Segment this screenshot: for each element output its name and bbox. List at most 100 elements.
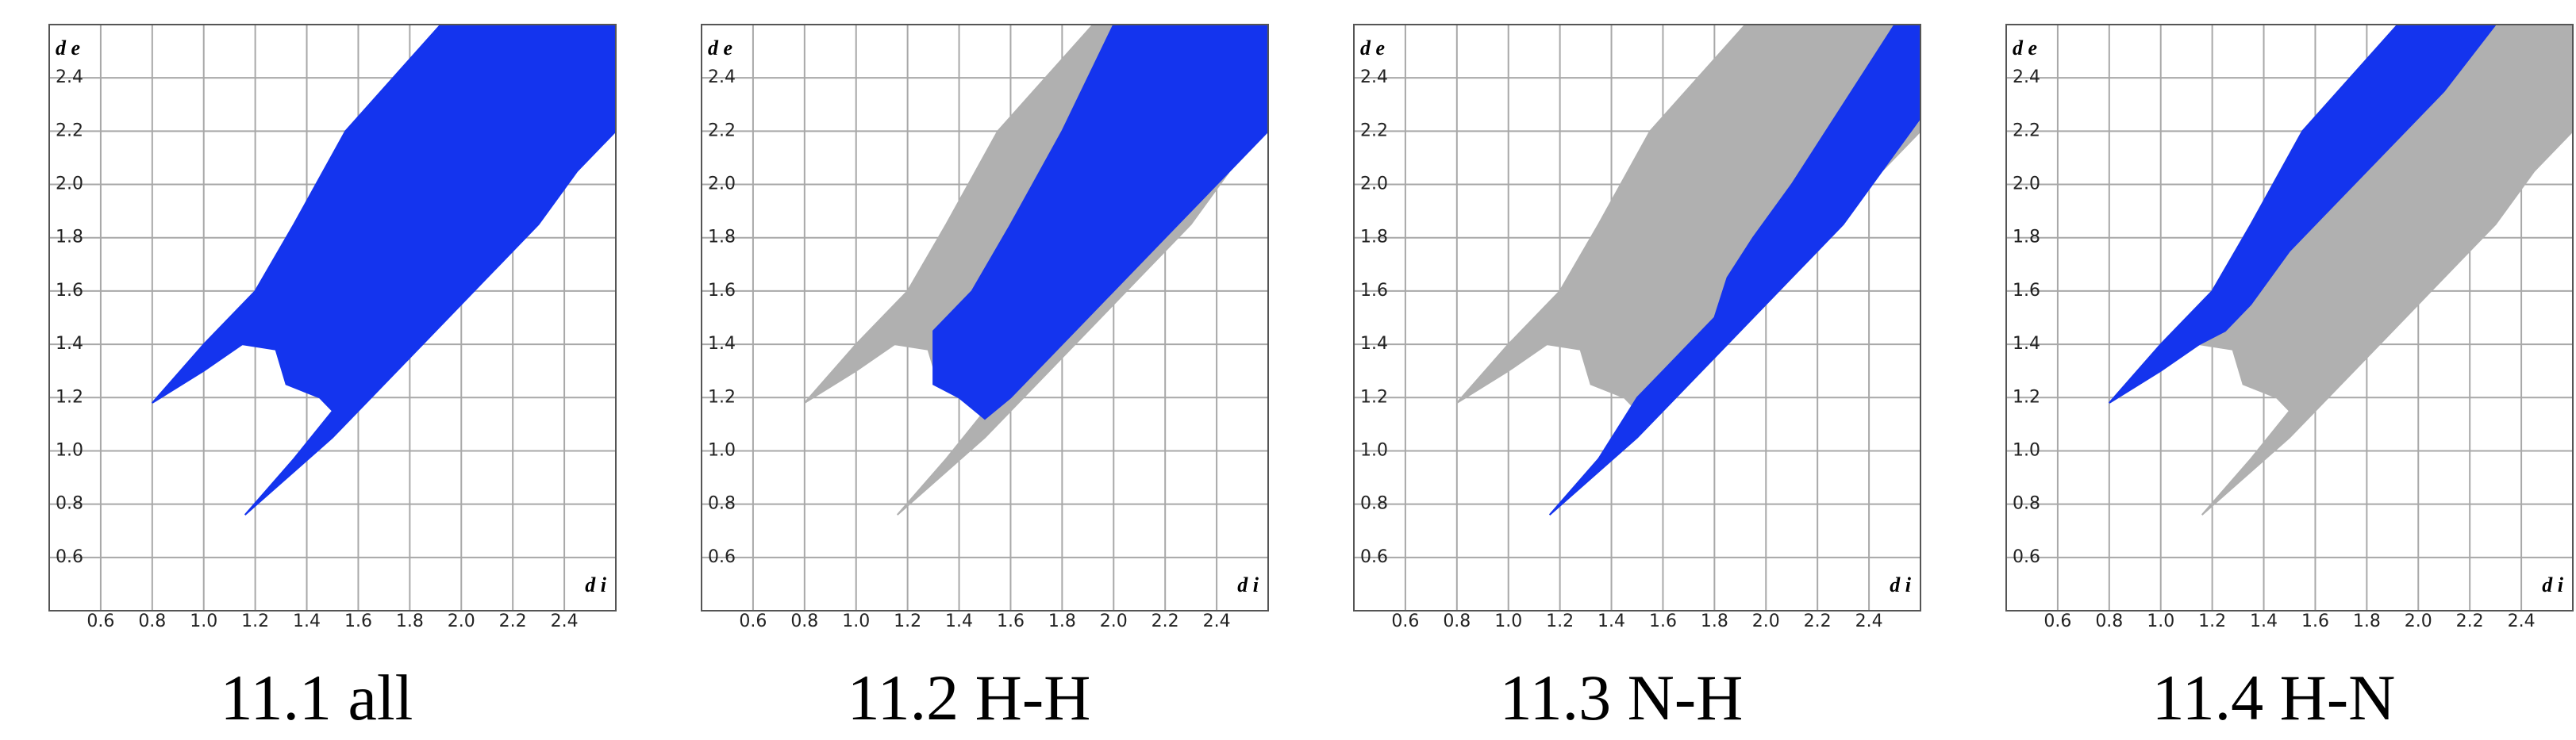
y-tick-label: 1.2	[1360, 387, 1388, 407]
y-axis-label: d e	[56, 36, 80, 59]
x-tick-label: 2.2	[499, 612, 527, 631]
y-tick-label: 1.8	[1360, 228, 1388, 247]
y-tick-label: 2.4	[2013, 67, 2040, 87]
x-tick-label: 1.0	[842, 612, 870, 631]
y-tick-label: 1.6	[1360, 281, 1388, 301]
y-tick-label: 1.4	[708, 334, 736, 354]
y-tick-label: 2.0	[1360, 174, 1388, 194]
x-tick-label: 0.6	[739, 612, 767, 631]
y-axis-label: d e	[1360, 36, 1385, 59]
y-tick-label: 2.0	[56, 174, 83, 194]
x-tick-label: 1.8	[396, 612, 424, 631]
fingerprint-region	[1548, 24, 1921, 516]
y-tick-label: 0.6	[2013, 547, 2040, 567]
y-tick-label: 1.2	[2013, 387, 2040, 407]
x-tick-label: 0.8	[2095, 612, 2123, 631]
y-tick-label: 1.6	[708, 281, 736, 301]
y-tick-label: 0.6	[1360, 547, 1388, 567]
x-tick-label: 1.4	[2250, 612, 2278, 631]
x-tick-label: 1.4	[945, 612, 973, 631]
y-tick-label: 1.4	[1360, 334, 1388, 354]
y-tick-label: 2.2	[1360, 121, 1388, 140]
y-tick-label: 1.0	[1360, 440, 1388, 460]
x-tick-label: 2.0	[1100, 612, 1128, 631]
y-tick-label: 0.6	[708, 547, 736, 567]
x-tick-label: 0.6	[87, 612, 114, 631]
x-axis-label: d i	[1890, 573, 1912, 596]
x-tick-label: 1.2	[1546, 612, 1574, 631]
y-tick-label: 2.4	[708, 67, 736, 87]
x-tick-label: 2.0	[448, 612, 475, 631]
fingerprint-panel: 0.6 0.8 1.0 1.2 1.4 1.6 1.8 2.0 2.2 2.4 0.6 0.8 1.0 1…	[701, 24, 1269, 734]
y-tick-label: 2.2	[56, 121, 83, 140]
x-tick-label: 2.4	[1203, 612, 1231, 631]
y-tick-label: 1.8	[708, 228, 736, 247]
y-tick-label: 2.2	[2013, 121, 2040, 140]
x-tick-label: 2.2	[1152, 612, 1179, 631]
x-tick-label: 1.8	[1048, 612, 1076, 631]
y-tick-label: 0.8	[2013, 494, 2040, 514]
y-axis-label: d e	[2013, 36, 2037, 59]
y-tick-label: 1.4	[2013, 334, 2040, 354]
plot-frame	[2005, 24, 2574, 612]
y-tick-label: 1.2	[56, 387, 83, 407]
y-tick-label: 1.6	[56, 281, 83, 301]
y-tick-label: 2.0	[708, 174, 736, 194]
x-tick-label: 0.8	[138, 612, 166, 631]
x-tick-label: 2.0	[1752, 612, 1780, 631]
plot-frame	[701, 24, 1269, 612]
y-tick-label: 1.2	[708, 387, 736, 407]
x-axis-label: d i	[2542, 573, 2564, 596]
x-tick-label: 1.2	[241, 612, 269, 631]
caption: 11.1 all	[221, 661, 413, 734]
y-tick-label: 2.2	[708, 121, 736, 140]
y-tick-label: 2.4	[56, 67, 83, 87]
plot-frame	[48, 24, 617, 612]
y-axis-label: d e	[708, 36, 732, 59]
y-tick-label: 1.0	[708, 440, 736, 460]
fingerprint-panel: 0.6 0.8 1.0 1.2 1.4 1.6 1.8 2.0 2.2 2.4 0.6 0.8 1.0 1…	[2005, 24, 2574, 734]
x-tick-label: 1.0	[190, 612, 217, 631]
x-tick-label: 1.8	[2353, 612, 2381, 631]
x-tick-label: 2.0	[2405, 612, 2432, 631]
y-tick-label: 1.0	[56, 440, 83, 460]
y-tick-label: 0.8	[1360, 494, 1388, 514]
fingerprint-region	[152, 24, 617, 516]
y-tick-label: 0.6	[56, 547, 83, 567]
fingerprint-panel: 0.6 0.8 1.0 1.2 1.4 1.6 1.8 2.0 2.2 2.4 0.6 0.8 1.0 1…	[1353, 24, 1921, 734]
x-tick-label: 1.2	[2198, 612, 2226, 631]
y-tick-label: 1.6	[2013, 281, 2040, 301]
x-axis-label: d i	[1237, 573, 1259, 596]
plot-frame	[1353, 24, 1921, 612]
x-tick-label: 0.8	[790, 612, 818, 631]
x-tick-label: 2.2	[1804, 612, 1832, 631]
y-tick-label: 0.8	[56, 494, 83, 514]
y-tick-label: 0.8	[708, 494, 736, 514]
y-tick-label: 2.0	[2013, 174, 2040, 194]
y-tick-label: 1.8	[56, 228, 83, 247]
fingerprint-region	[2109, 24, 2497, 404]
x-tick-label: 1.6	[1649, 612, 1677, 631]
y-tick-label: 1.4	[56, 334, 83, 354]
y-tick-label: 1.0	[2013, 440, 2040, 460]
x-tick-label: 0.6	[1391, 612, 1419, 631]
caption: 11.3 N-H	[1500, 661, 1744, 734]
x-tick-label: 1.4	[293, 612, 321, 631]
x-tick-label: 2.4	[1855, 612, 1883, 631]
x-tick-label: 0.6	[2043, 612, 2071, 631]
x-tick-label: 1.2	[894, 612, 921, 631]
x-tick-label: 1.4	[1598, 612, 1625, 631]
x-tick-label: 2.4	[2508, 612, 2536, 631]
caption: 11.2 H-H	[848, 661, 1091, 734]
x-tick-label: 1.0	[1494, 612, 1522, 631]
x-tick-label: 1.6	[344, 612, 372, 631]
x-axis-label: d i	[585, 573, 607, 596]
fingerprint-panel: 0.6 0.8 1.0 1.2 1.4 1.6 1.8 2.0 2.2 2.4 0.6 0.8 1.0 1…	[48, 24, 617, 734]
x-tick-label: 0.8	[1443, 612, 1471, 631]
y-tick-label: 1.8	[2013, 228, 2040, 247]
x-tick-label: 1.6	[2301, 612, 2329, 631]
x-tick-label: 2.2	[2456, 612, 2484, 631]
x-tick-label: 1.6	[997, 612, 1025, 631]
